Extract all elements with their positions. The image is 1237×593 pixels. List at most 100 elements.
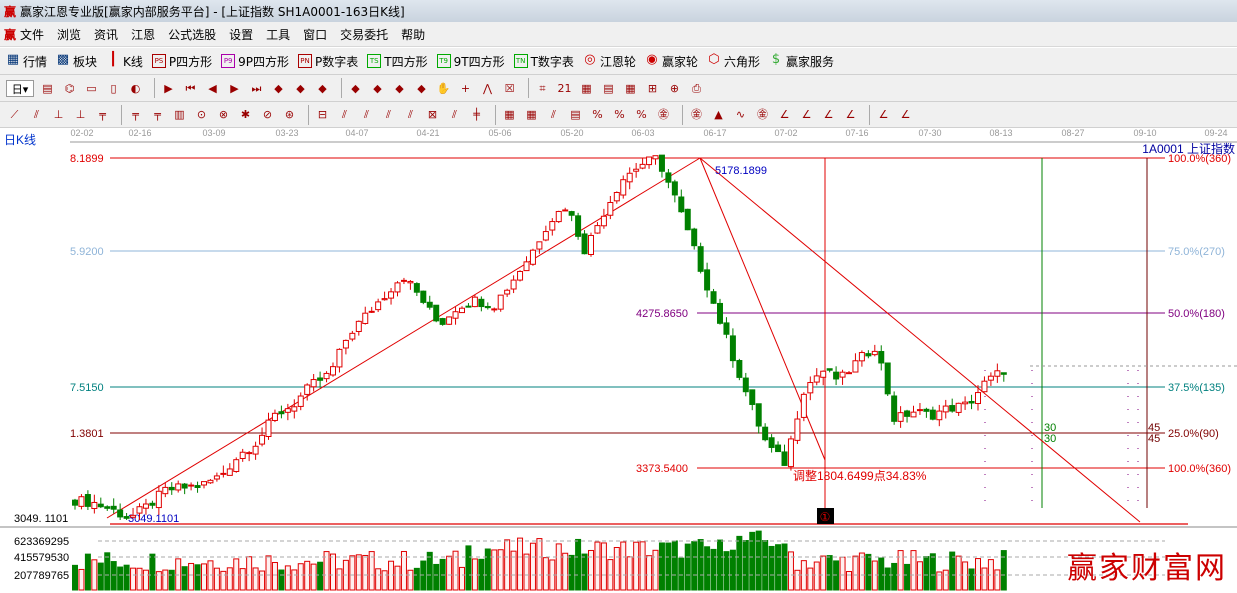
tool-icon[interactable]: ▶ [230, 81, 239, 95]
tool-icon[interactable]: ╤ [132, 108, 139, 121]
tool-icon[interactable]: ⊠ [427, 108, 438, 121]
tool-icon[interactable]: ⊟ [317, 108, 328, 121]
toolbar-button[interactable]: ⬡ 六角形 [707, 53, 760, 70]
toolbar-button[interactable]: TN T数字表 [513, 53, 574, 70]
tool-icon[interactable]: 21 [557, 81, 572, 95]
tool-icon[interactable]: % [636, 108, 647, 121]
tool-icon[interactable]: ◆ [351, 81, 360, 95]
tool-icon[interactable]: ⟋ [10, 108, 19, 121]
tool-icon[interactable]: ◆ [373, 81, 382, 95]
tool-icon[interactable]: ∠ [823, 108, 834, 121]
tool-icon[interactable]: ╪ [473, 108, 480, 121]
tool-icon[interactable]: ◆ [274, 81, 283, 95]
tool-icon[interactable]: ∠ [801, 108, 812, 121]
menu-item[interactable]: 资讯 [94, 27, 119, 42]
tool-icon[interactable]: ▦ [581, 81, 592, 95]
tool-icon[interactable]: ⫽ [342, 108, 347, 121]
tool-icon[interactable]: ⊛ [284, 108, 295, 121]
tool-icon[interactable]: ✋ [436, 81, 451, 95]
tool-icon[interactable]: ◐ [130, 81, 141, 95]
tool-icon[interactable]: + [460, 81, 471, 95]
tool-icon[interactable]: ∠ [845, 108, 856, 121]
tool-icon[interactable]: ▤ [570, 108, 581, 121]
tool-icon[interactable]: ⊥ [53, 108, 64, 121]
tool-icon[interactable]: ▭ [86, 81, 97, 95]
toolbar-button[interactable]: P9 9P四方形 [221, 53, 289, 70]
tool-icon[interactable]: ⊥ [75, 108, 86, 121]
tool-icon[interactable]: ⫽ [452, 108, 457, 121]
menu-item[interactable]: 工具 [266, 27, 291, 42]
menu-item[interactable]: 公式选股 [168, 27, 217, 42]
tool-icon[interactable]: % [614, 108, 625, 121]
toolbar-button[interactable]: PS P四方形 [151, 53, 212, 70]
tool-icon[interactable]: ⌗ [539, 81, 546, 95]
tool-icon[interactable]: ▦ [526, 108, 537, 121]
tool-icon[interactable]: ⊞ [647, 81, 658, 95]
tool-icon[interactable]: ╤ [154, 108, 161, 121]
candle [949, 405, 956, 412]
tool-icon[interactable]: ⫽ [386, 108, 391, 121]
tool-icon[interactable]: ㊎ [658, 108, 669, 121]
menu-item[interactable]: 窗口 [303, 27, 328, 42]
date-tick: 07-30 [918, 128, 941, 138]
tool-icon[interactable]: ∠ [878, 108, 889, 121]
toolbar-button[interactable]: TS T四方形 [367, 53, 428, 70]
tool-icon[interactable]: ⏭ [251, 81, 262, 95]
toolbar-button[interactable]: PN P数字表 [298, 53, 358, 70]
tool-icon[interactable]: ⊕ [669, 81, 680, 95]
tool-icon[interactable]: ╤ [99, 108, 106, 121]
tool-icon[interactable]: ▦ [625, 81, 636, 95]
menu-item[interactable]: 文件 [20, 27, 45, 42]
kline-chart[interactable]: 日K线 02-02 02-16 03-09 03-23 04-07 04-21 05-06 05… [0, 128, 1237, 593]
tool-icon[interactable]: ∿ [735, 108, 746, 121]
menu-item[interactable]: 帮助 [401, 27, 426, 42]
candle [542, 231, 549, 241]
tool-icon[interactable]: ◆ [318, 81, 327, 95]
toolbar-button[interactable]: ◉ 赢家轮 [645, 53, 698, 70]
menu-item[interactable]: 浏览 [57, 27, 82, 42]
tool-icon[interactable]: ▥ [174, 108, 185, 121]
tool-icon[interactable]: ◆ [296, 81, 305, 95]
tool-icon[interactable]: ⫽ [34, 108, 39, 121]
tool-icon[interactable]: ㊎ [757, 108, 768, 121]
tool-icon[interactable]: ◀ [208, 81, 217, 95]
tool-icon[interactable]: ▶ [164, 81, 173, 95]
tool-icon[interactable]: ⊗ [218, 108, 229, 121]
tool-icon[interactable]: ▤ [603, 81, 614, 95]
tool-icon[interactable]: ∠ [900, 108, 911, 121]
toolbar-button[interactable]: ▦ 行情 [6, 53, 47, 70]
tool-icon[interactable]: ⏮ [185, 81, 196, 95]
menu-item[interactable]: 江恩 [131, 27, 156, 42]
toolbar-button[interactable]: ▩ 板块 [56, 53, 97, 70]
toolbar-button[interactable]: T9 9T四方形 [436, 53, 505, 70]
tool-icon[interactable]: ▯ [110, 81, 117, 95]
tool-icon[interactable]: % [592, 108, 603, 121]
tool-icon[interactable]: ⫽ [408, 108, 413, 121]
menu-item[interactable]: 设置 [229, 27, 254, 42]
tool-icon[interactable]: ☒ [504, 81, 515, 95]
candle [691, 228, 698, 247]
tool-icon[interactable]: ▤ [42, 81, 53, 95]
tool-icon[interactable]: ⎙ [692, 81, 701, 95]
tool-icon[interactable]: ⋀ [482, 81, 493, 95]
tool-icon[interactable]: ◆ [395, 81, 404, 95]
tool-icon[interactable]: ⊘ [262, 108, 273, 121]
toolbar-button[interactable]: $ 赢家服务 [769, 53, 834, 70]
tool-icon[interactable]: ▲ [714, 108, 723, 121]
tool-icon[interactable]: ⫽ [364, 108, 369, 121]
tool-icon[interactable]: ∠ [779, 108, 790, 121]
menu-item[interactable]: 交易委托 [340, 27, 389, 42]
toolbar-label: 9T四方形 [453, 54, 505, 69]
toolbar-label: T四方形 [384, 54, 428, 69]
tool-icon[interactable]: ▦ [504, 108, 515, 121]
toolbar-button[interactable]: ◎ 江恩轮 [583, 53, 636, 70]
tool-icon[interactable]: ⫽ [551, 108, 556, 121]
toolbar-button[interactable]: ┃ K线 [106, 53, 143, 70]
period-select[interactable]: 日▾ [6, 79, 34, 97]
tool-icon[interactable]: ㊎ [691, 108, 702, 121]
tool-icon[interactable]: ✱ [240, 108, 251, 121]
candle [910, 411, 917, 418]
tool-icon[interactable]: ⌬ [64, 81, 75, 95]
tool-icon[interactable]: ⊙ [196, 108, 207, 121]
tool-icon[interactable]: ◆ [417, 81, 426, 95]
